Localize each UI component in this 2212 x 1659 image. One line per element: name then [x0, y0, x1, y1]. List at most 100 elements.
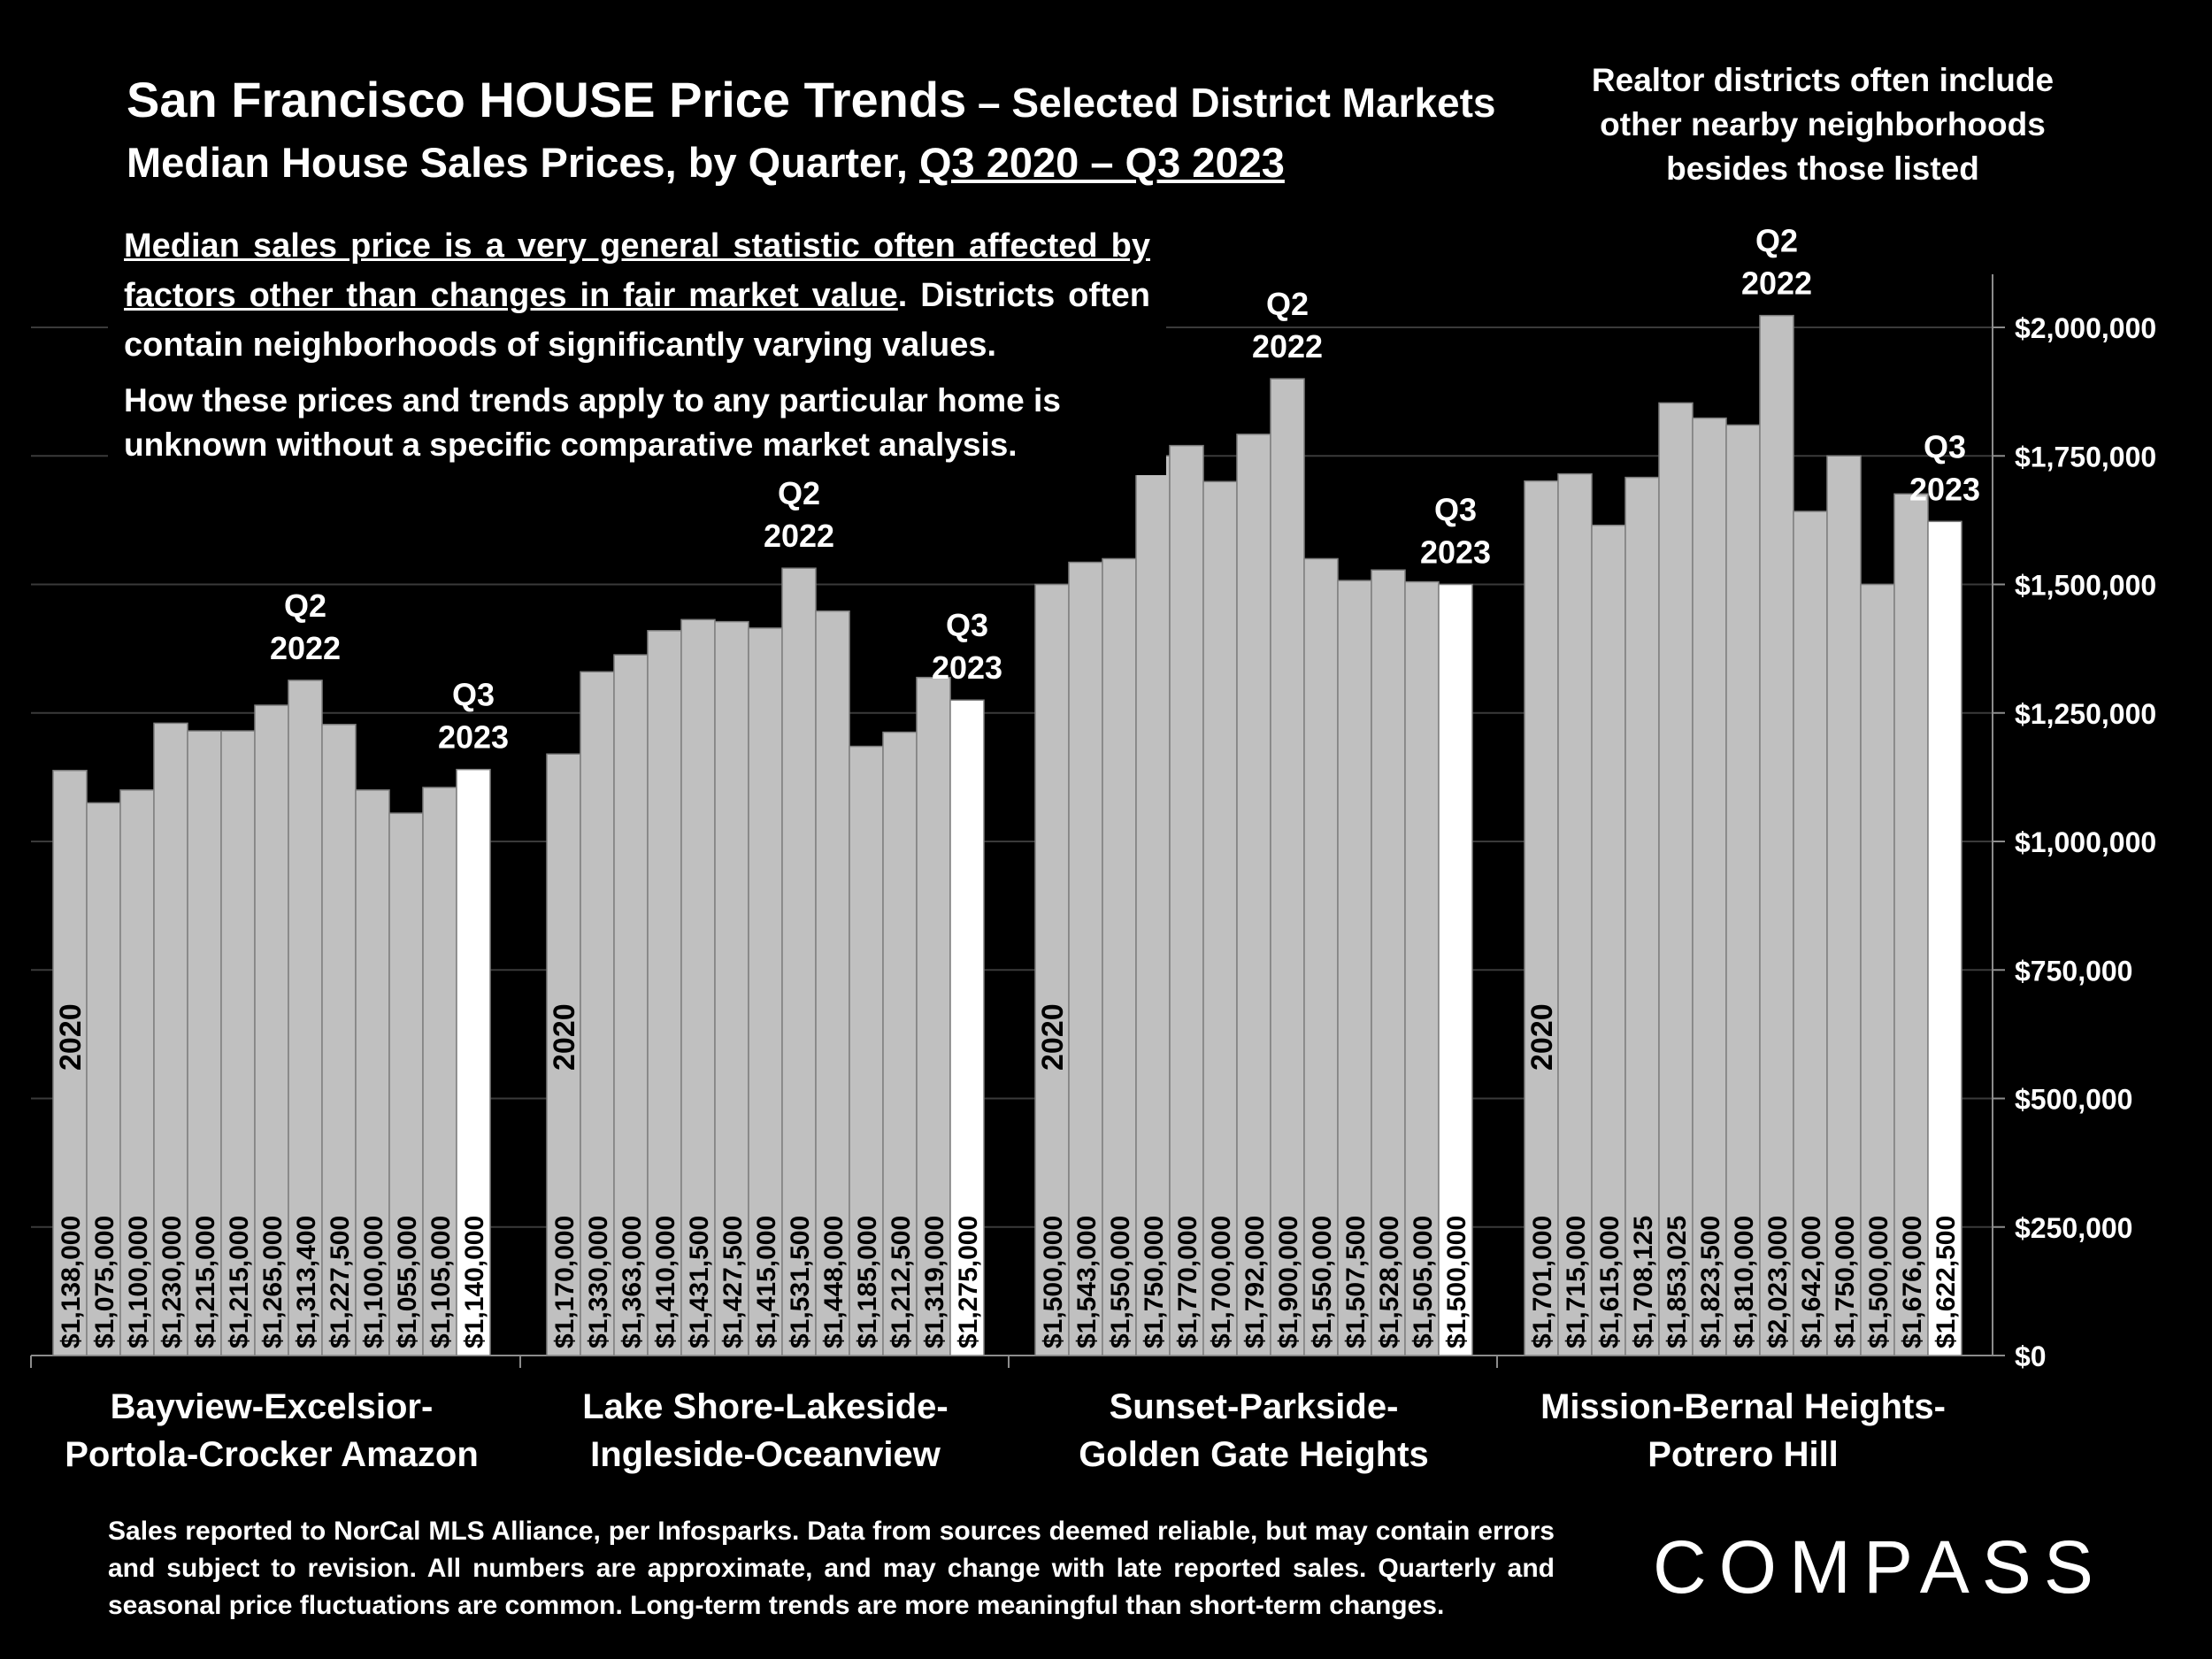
y-tick-label: $500,000 [2015, 1084, 2132, 1116]
district-label: Golden Gate Heights [1079, 1435, 1429, 1474]
median-note-box: Median sales price is a very general sta… [108, 205, 1166, 475]
bar-value-label: $1,500,000 [1039, 1216, 1068, 1348]
latest-annotation: 2023 [932, 649, 1002, 686]
bar [546, 753, 581, 1356]
bar-value-label: $1,431,500 [685, 1216, 714, 1348]
bar-value-label: $1,427,500 [718, 1216, 748, 1348]
district-label: Mission-Bernal Heights- [1540, 1387, 1946, 1426]
latest-annotation: Q3 [1434, 492, 1477, 528]
bar-value-label: $1,313,400 [292, 1216, 321, 1348]
y-tick-label: $0 [2015, 1340, 2047, 1372]
bar-value-label: $1,500,000 [1864, 1216, 1893, 1348]
bar [1893, 493, 1929, 1356]
bar [422, 787, 457, 1356]
bar [714, 620, 749, 1356]
bar [1169, 444, 1204, 1356]
bar-value-label: $2,023,000 [1763, 1216, 1793, 1348]
bar-value-label: $1,215,000 [225, 1216, 254, 1348]
bar-value-label: $1,170,000 [550, 1216, 580, 1348]
bar [1270, 378, 1305, 1356]
bar-value-label: $1,330,000 [584, 1216, 613, 1348]
bar [388, 812, 424, 1356]
y-tick-label: $1,500,000 [2015, 570, 2156, 602]
bar [1303, 557, 1339, 1356]
bar [220, 730, 256, 1356]
bar-value-label: $1,448,000 [819, 1216, 849, 1348]
y-tick-label: $1,750,000 [2015, 441, 2156, 472]
y-tick-label: $1,250,000 [2015, 698, 2156, 730]
bar-value-label: $1,138,000 [57, 1216, 86, 1348]
year-2020-label: 2020 [54, 1003, 88, 1071]
market-analysis-note: How these prices and trends apply to any… [124, 382, 1061, 463]
y-tick-label: $750,000 [2015, 955, 2132, 987]
district-label: Bayview-Excelsior- [111, 1387, 434, 1426]
bar-value-label: $1,363,000 [618, 1216, 647, 1348]
bar-value-label: $1,676,000 [1898, 1216, 1927, 1348]
year-2020-label: 2020 [1525, 1003, 1559, 1071]
realtor-note: Realtor districts often include other ne… [1591, 62, 2055, 187]
year-2020-label: 2020 [548, 1003, 581, 1071]
bar-value-label: $1,750,000 [1831, 1216, 1860, 1348]
bar-value-label: $1,543,000 [1072, 1216, 1102, 1348]
bar [456, 768, 491, 1356]
district-label: Potrero Hill [1647, 1435, 1839, 1474]
bar-value-label: $1,140,000 [460, 1216, 489, 1348]
bar-value-label: $1,823,500 [1696, 1216, 1725, 1348]
bar-value-label: $1,701,000 [1528, 1216, 1557, 1348]
bar-value-label: $1,265,000 [258, 1216, 288, 1348]
title-period: Q3 2020 – Q3 2023 [918, 139, 1285, 186]
bar [1759, 314, 1794, 1356]
bar-value-label: $1,750,000 [1140, 1216, 1169, 1348]
latest-annotation: Q3 [452, 677, 495, 713]
bar [1725, 424, 1761, 1356]
median-note: Median sales price is a very general sta… [124, 221, 1150, 370]
bar [647, 630, 682, 1356]
median-note-underlined: Median sales price is a very general sta… [124, 227, 1150, 314]
district-label: Portola-Crocker Amazon [65, 1435, 479, 1474]
bar-value-label: $1,185,000 [853, 1216, 882, 1348]
chart-title: San Francisco HOUSE Price Trends – Selec… [127, 72, 1496, 127]
bar [1068, 561, 1103, 1356]
bar [1236, 434, 1271, 1356]
latest-annotation: 2023 [438, 719, 509, 756]
district-label: Lake Shore-Lakeside- [582, 1387, 949, 1426]
bar [153, 722, 188, 1356]
compass-logo: COMPASS [1653, 1525, 2106, 1609]
bar-value-label: $1,212,500 [887, 1216, 916, 1348]
bar [781, 567, 817, 1356]
bar-value-label: $1,810,000 [1730, 1216, 1759, 1348]
peak-annotation: 2022 [1252, 328, 1323, 365]
y-tick-label: $2,000,000 [2015, 312, 2156, 344]
latest-annotation: Q3 [1924, 428, 1966, 465]
year-2020-label: 2020 [1036, 1003, 1070, 1071]
y-tick-label: $250,000 [2015, 1212, 2132, 1244]
bar [1202, 480, 1238, 1356]
district-label: Sunset-Parkside- [1110, 1387, 1399, 1426]
bar [1371, 569, 1406, 1356]
bar-value-label: $1,505,000 [1409, 1216, 1438, 1348]
bar [1524, 480, 1559, 1356]
bar-value-label: $1,507,500 [1341, 1216, 1371, 1348]
peak-annotation: Q2 [778, 475, 820, 511]
bar-value-label: $1,550,000 [1308, 1216, 1337, 1348]
latest-annotation: Q3 [946, 607, 988, 643]
bar-value-label: $1,415,000 [752, 1216, 781, 1348]
bar-value-label: $1,055,000 [393, 1216, 422, 1348]
bar [355, 789, 390, 1356]
bar [1692, 417, 1727, 1356]
bar-value-label: $1,770,000 [1173, 1216, 1202, 1348]
bar [1658, 402, 1694, 1356]
bar-value-label: $1,319,000 [920, 1216, 949, 1348]
bar [815, 610, 850, 1356]
bar [1624, 476, 1660, 1356]
bar-value-label: $1,642,000 [1797, 1216, 1826, 1348]
bar [1927, 520, 1962, 1356]
bar-value-label: $1,075,000 [90, 1216, 119, 1348]
bar [1102, 557, 1137, 1356]
peak-annotation: 2022 [764, 518, 834, 554]
bar-value-label: $1,622,500 [1932, 1216, 1961, 1348]
bar [1591, 524, 1626, 1356]
chart-subtitle: – Selected District Markets [966, 80, 1496, 126]
bar [1793, 511, 1828, 1356]
